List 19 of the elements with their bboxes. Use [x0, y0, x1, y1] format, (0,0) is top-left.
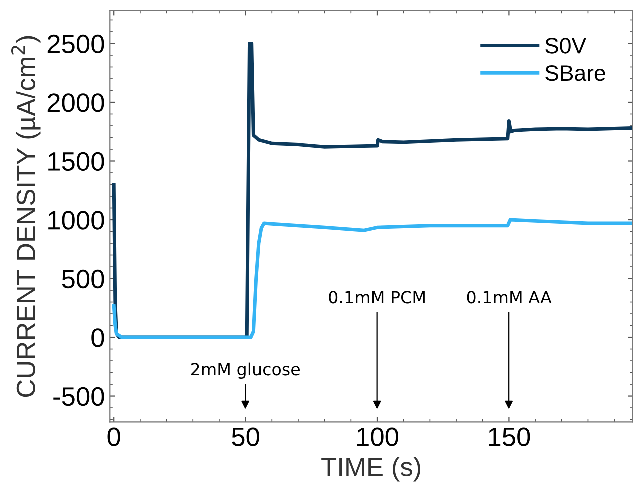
y-tick-label: 500: [62, 270, 104, 289]
legend-label: S0V: [546, 38, 586, 54]
x-tick-label: 50: [232, 428, 260, 446]
x-tick-label: 150: [489, 428, 530, 446]
legend-label: SBare: [546, 65, 606, 82]
annotation: 2mM glucose: [191, 362, 300, 379]
y-tick-label: -500: [54, 387, 104, 406]
x-tick-label: 100: [358, 428, 398, 446]
y-axis-title: CURRENT DENSITY (µA/cm$^{2}$): [11, 36, 41, 398]
annotation: 0.1mM PCM: [329, 291, 425, 304]
x-tick-label: 0: [108, 428, 120, 446]
annotation: 0.1mM AA: [467, 291, 552, 304]
y-tick-label: 1500: [48, 152, 104, 172]
line-series: [112, 218, 632, 340]
y-tick-label: 0: [92, 328, 104, 348]
y-tick-label: 1000: [48, 211, 104, 230]
y-tick-label: 2500: [48, 34, 104, 54]
x-axis-title: TIME (s): [322, 457, 421, 482]
y-tick-label: 2000: [48, 94, 104, 112]
